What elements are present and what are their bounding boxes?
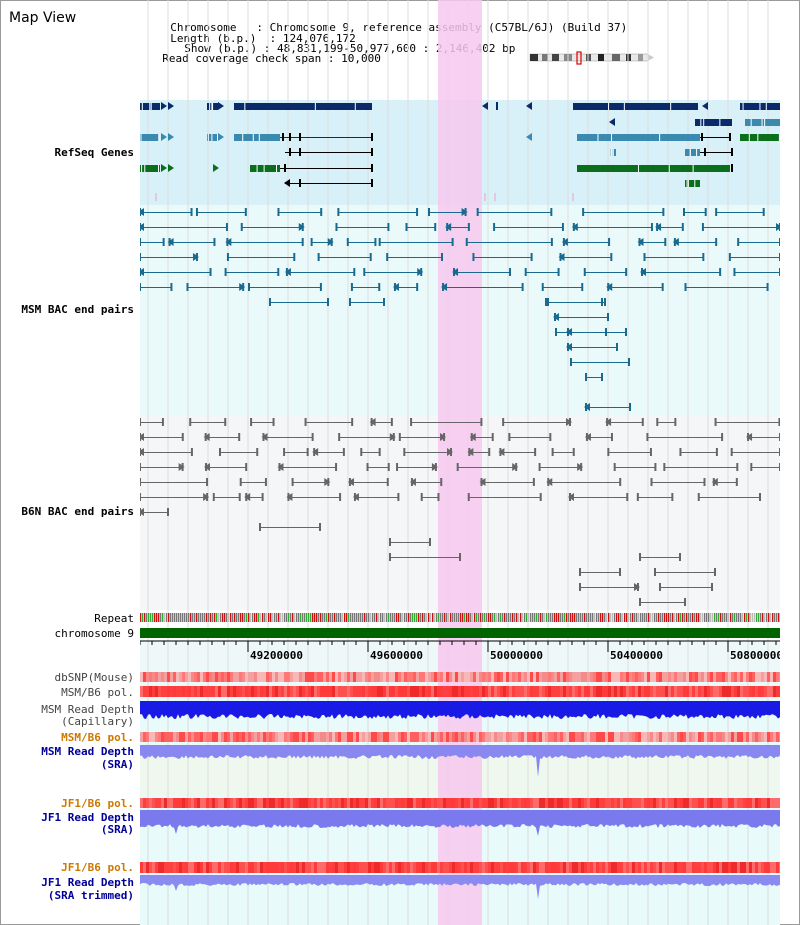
axis-tick-label: 50400000: [610, 649, 663, 662]
track-label-jf1-b6-pol: JF1/B6 pol.: [61, 797, 134, 810]
axis-tick-label: 49600000: [370, 649, 423, 662]
show-label: Show (b.p.): [184, 42, 258, 55]
axis-tick-label: 50800000: [730, 649, 780, 662]
track-label-msm-bac[interactable]: MSM BAC end pairs: [21, 303, 134, 316]
axis-tick-label: 49200000: [250, 649, 303, 662]
track-label-msm-depth-sra-2: (SRA): [100, 758, 134, 771]
feature-layer: [140, 102, 780, 606]
genome-map-canvas[interactable]: 49200000 49600000 50000000 50400000 50800000: [140, 0, 780, 925]
track-label-jf1-depth-trim-2: (SRA trimmed): [47, 889, 134, 902]
refseq-gene: [234, 134, 280, 141]
read-depth-profile: [140, 810, 780, 836]
track-label-jf1-b6-pol2: JF1/B6 pol.: [61, 861, 134, 874]
chromosome-bar: [140, 628, 780, 638]
track-label-jf1-depth-sra-1: JF1 Read Depth: [41, 811, 134, 824]
grid-lines: [147, 0, 769, 925]
track-label-b6n-bac[interactable]: B6N BAC end pairs: [21, 505, 134, 518]
track-label-jf1-depth-sra-2: (SRA): [100, 823, 134, 836]
refseq-gene: [695, 119, 732, 126]
track-label-msm-depth-sra-1: MSM Read Depth: [41, 745, 134, 758]
track-label-msm-depth-cap-2: (Capillary): [61, 715, 134, 728]
track-label-refseq[interactable]: RefSeq Genes: [54, 146, 134, 159]
refseq-gene: [140, 134, 160, 141]
read-depth-profile: [140, 701, 780, 719]
ideogram-position-marker: [576, 51, 582, 65]
refseq-gene: [250, 165, 280, 172]
track-label-msm-depth-cap-1: MSM Read Depth: [41, 703, 134, 716]
length-label: Length (b.p.): [170, 32, 257, 45]
refseq-gene: [577, 165, 730, 172]
axis-tick-label: 50000000: [490, 649, 543, 662]
position-axis: 49200000 49600000 50000000 50400000 50800000: [140, 640, 780, 662]
refseq-gene: [573, 103, 698, 110]
repeat-track: [140, 613, 780, 622]
track-label-msm-b6-pol: MSM/B6 pol.: [61, 686, 134, 699]
refseq-gene: [740, 134, 780, 141]
read-depth-tracks: [140, 701, 780, 899]
track-label-jf1-depth-trim-1: JF1 Read Depth: [41, 876, 134, 889]
refseq-gene: [685, 180, 700, 187]
header-length-row: Length (b.p.) : 124,076,172: [170, 32, 356, 45]
track-label-msm-b6-pol2: MSM/B6 pol.: [61, 731, 134, 744]
read-depth-profile: [140, 875, 780, 899]
track-label-repeat: Repeat: [94, 612, 134, 625]
read-depth-profile: [140, 745, 780, 777]
track-label-dbsnp: dbSNP(Mouse): [54, 671, 134, 684]
track-label-chromosome: chromosome 9: [54, 627, 134, 640]
refseq-gene: [140, 165, 160, 172]
colon: :: [236, 21, 270, 34]
length-value: 124,076,172: [282, 32, 356, 45]
refseq-gene: [234, 103, 372, 110]
selected-region-highlight: [438, 0, 482, 925]
refseq-gene: [207, 134, 218, 141]
page-title: Map View: [9, 10, 77, 26]
chromosome-label: Chromosome: [170, 21, 237, 34]
heatmap-tracks: [140, 672, 780, 873]
span-value: 10,000: [341, 52, 381, 65]
refseq-gene: [685, 149, 700, 156]
refseq-gene: [577, 134, 700, 141]
